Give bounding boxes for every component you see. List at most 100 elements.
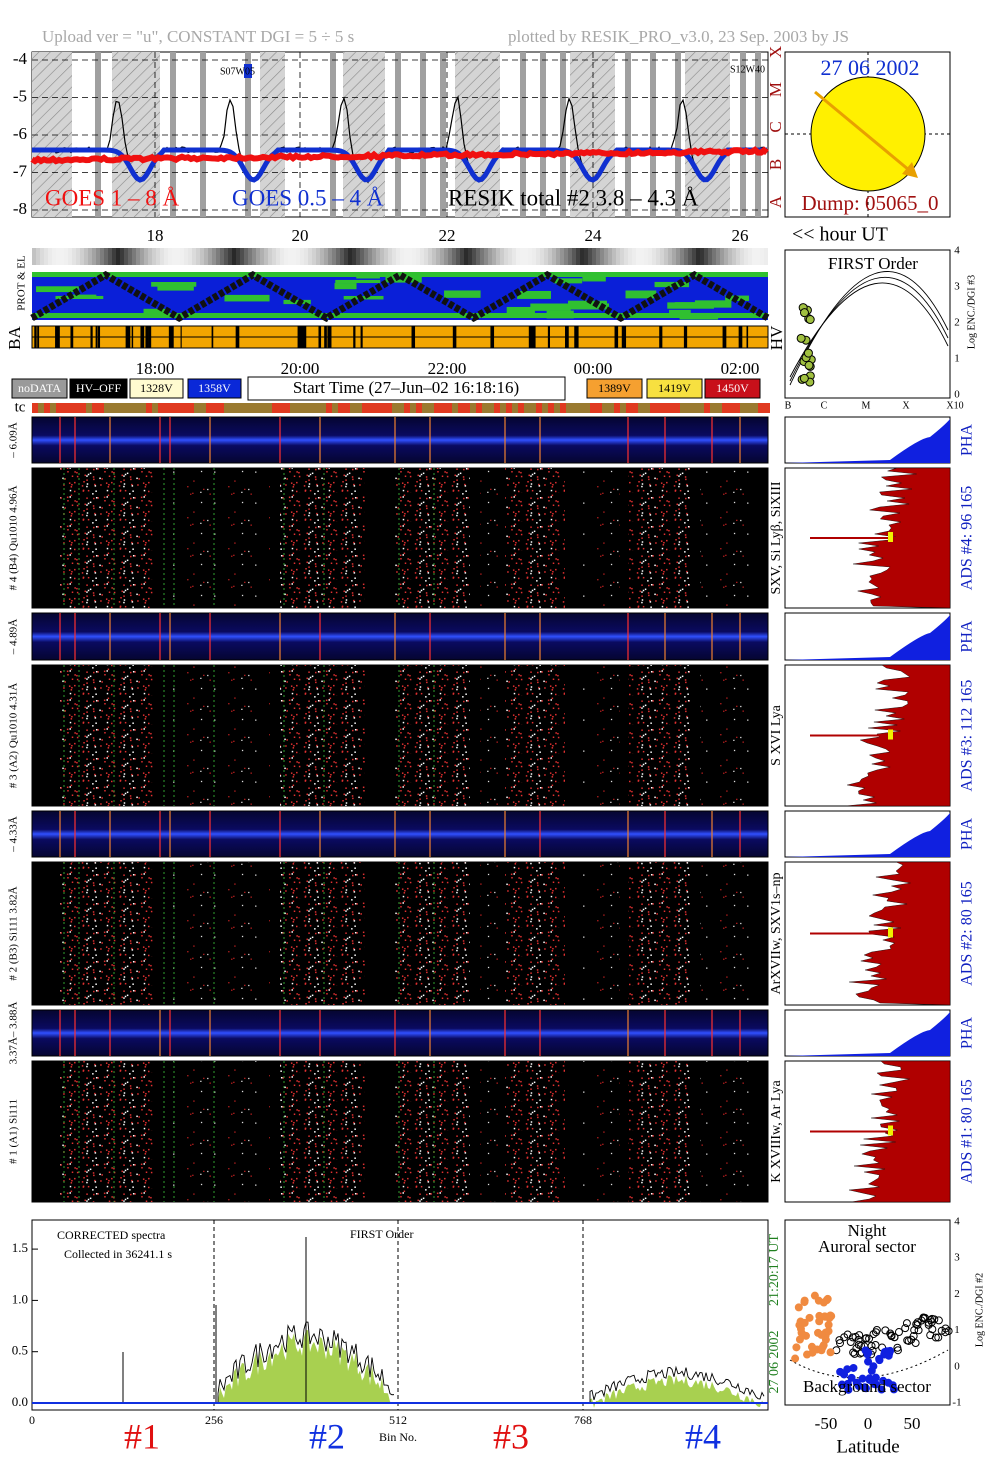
track-cell (720, 248, 724, 265)
track-cell (272, 248, 276, 265)
track-cell (700, 248, 704, 265)
track-cell (716, 248, 720, 265)
point (879, 1376, 888, 1385)
track-tick (90, 326, 93, 348)
active-band (395, 468, 470, 608)
tc-cell (374, 403, 380, 413)
quiet-band (170, 862, 270, 1005)
track-cell (608, 248, 612, 265)
tc-cell (566, 403, 572, 413)
tc-cell (590, 403, 596, 413)
tc-cell (50, 403, 56, 413)
tc-cell (290, 403, 296, 413)
point (901, 1324, 910, 1333)
y-tick-label: -6 (13, 124, 27, 143)
class-label: M (766, 82, 785, 97)
quiet-band (480, 665, 500, 806)
track-cell (428, 248, 432, 265)
track-cell (252, 248, 256, 265)
label: – 6.09Å (8, 422, 20, 459)
track-cell (288, 248, 292, 265)
point (846, 1338, 855, 1347)
track-cell (756, 248, 760, 265)
track-cell (152, 248, 156, 265)
track-green (224, 294, 270, 302)
y-tick-label: 0.5 (12, 1343, 28, 1358)
track-tick (659, 326, 663, 348)
shade (440, 52, 446, 217)
track-tick (37, 326, 40, 348)
point (944, 1327, 953, 1336)
track-tick (97, 326, 101, 348)
label: # 2 (B3) Si111 3.82Å (8, 886, 20, 980)
track-cell (340, 248, 344, 265)
track-cell (548, 248, 552, 265)
label: GOES 1 – 8 Å (45, 185, 180, 210)
label: 27 06 2002 (821, 55, 920, 80)
pha-panel (31, 416, 769, 464)
tc-cell (638, 403, 644, 413)
point (794, 1303, 803, 1312)
track-cell (168, 248, 172, 265)
x-tick-label: 768 (574, 1413, 592, 1427)
point (869, 1362, 878, 1371)
track-cell (464, 248, 468, 265)
tc-cell (632, 403, 638, 413)
track-cell (660, 248, 664, 265)
track-cell (656, 248, 660, 265)
active-band (505, 665, 565, 806)
label: 21:20:17 UT (767, 1234, 782, 1306)
pha-shape (785, 813, 950, 857)
track-cell (208, 248, 212, 265)
track-cell (392, 248, 396, 265)
tc-cell (614, 403, 620, 413)
legend-label: HV–OFF (76, 381, 122, 395)
active-band (395, 1061, 470, 1202)
track-tick (738, 326, 743, 348)
point (864, 1357, 873, 1366)
tc-cell (422, 403, 428, 413)
track-cell (512, 248, 516, 265)
label: << hour UT (792, 224, 888, 246)
track-cell (612, 248, 616, 265)
track-cell (600, 248, 604, 265)
point (851, 1332, 860, 1341)
tc-cell (206, 403, 212, 413)
track-cell (236, 248, 240, 265)
track-cell (532, 248, 536, 265)
point (795, 1335, 804, 1344)
tc-cell (332, 403, 338, 413)
label: SXV, Si Lyβ, SiXIII (769, 481, 784, 594)
tc-cell (440, 403, 446, 413)
point (791, 1354, 800, 1363)
quiet-band (580, 665, 620, 806)
label: GOES 0.5 – 4 Å (232, 185, 384, 210)
track-cell (188, 248, 192, 265)
tc-cell (74, 403, 80, 413)
point (857, 1341, 866, 1350)
point (826, 1348, 835, 1357)
y-tick-label: 0 (954, 1360, 960, 1372)
label: PROT & EL (16, 255, 28, 311)
y-tick-label: -5 (13, 86, 27, 105)
tc-cell (512, 403, 518, 413)
y-tick-label: 2 (954, 317, 960, 329)
track-cell (500, 248, 504, 265)
tc-cell (536, 403, 542, 413)
label: PHA (959, 818, 976, 850)
shade (540, 52, 546, 217)
shade (570, 52, 615, 217)
track-tick (490, 326, 495, 348)
active-band (280, 468, 365, 608)
track-cell (672, 248, 676, 265)
point (796, 1317, 805, 1326)
label: ADS #2: 80 165 (959, 881, 976, 985)
track-tick (304, 326, 307, 348)
tc-cell (668, 403, 674, 413)
label: Dump: 05065_0 (801, 191, 938, 215)
track-cell (328, 248, 332, 265)
tc-cell (266, 403, 272, 413)
track-cell (556, 248, 560, 265)
track-cell (204, 248, 208, 265)
active-band (628, 468, 690, 608)
